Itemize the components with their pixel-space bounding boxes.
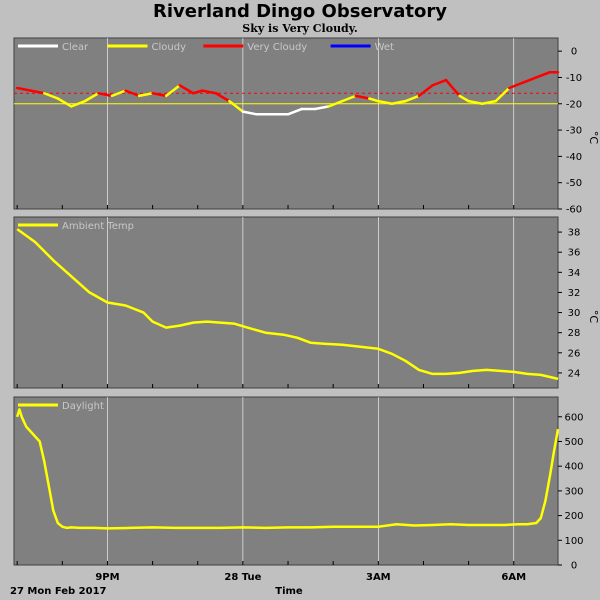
sky-segment bbox=[535, 70, 552, 79]
sky-segment bbox=[286, 107, 303, 116]
legend-label: Ambient Temp bbox=[62, 221, 134, 232]
x-tick-label: 28 Tue bbox=[224, 572, 261, 583]
unit-label: °C bbox=[587, 131, 600, 145]
y-tick-label: 200 bbox=[564, 511, 583, 522]
x-tick-label: 9PM bbox=[95, 572, 119, 583]
sky-segment bbox=[164, 84, 181, 98]
y-tick-label: 32 bbox=[568, 288, 581, 299]
y-tick-label: 400 bbox=[564, 462, 583, 473]
sky-segment bbox=[480, 99, 497, 106]
sky-segment bbox=[151, 91, 168, 98]
sky-segment bbox=[97, 91, 114, 98]
sky-segment bbox=[404, 94, 421, 103]
sky-segment bbox=[313, 105, 330, 111]
legend-label: Daylight bbox=[62, 401, 104, 412]
sky-segment bbox=[15, 86, 32, 92]
sky-segment bbox=[458, 94, 470, 103]
sky-segment bbox=[444, 78, 461, 98]
sky-segment bbox=[507, 81, 525, 90]
y-tick-label: 500 bbox=[564, 437, 583, 448]
y-tick-label: 38 bbox=[568, 228, 581, 239]
x-tick-label: 3AM bbox=[366, 572, 391, 583]
y-tick-label: -50 bbox=[566, 178, 582, 189]
sky-segment bbox=[390, 99, 407, 106]
y-tick-label: 0 bbox=[571, 47, 577, 58]
sky-segment bbox=[494, 86, 511, 103]
sky-segment bbox=[327, 99, 344, 108]
y-tick-label: 36 bbox=[568, 248, 581, 259]
chart-title: Riverland Dingo Observatory bbox=[152, 1, 448, 22]
sky-segment bbox=[124, 89, 141, 98]
y-tick-label: -40 bbox=[566, 152, 582, 163]
sky-segment bbox=[70, 99, 87, 108]
daylight-line bbox=[16, 408, 560, 530]
sky-segment bbox=[377, 99, 394, 106]
sky-segment bbox=[340, 94, 357, 103]
y-tick-label: 24 bbox=[568, 368, 581, 379]
y-tick-label: 26 bbox=[568, 348, 581, 359]
y-tick-label: -60 bbox=[566, 205, 582, 216]
sky-segment bbox=[83, 91, 100, 103]
sky-segment bbox=[137, 91, 154, 98]
y-tick-label: 30 bbox=[568, 308, 581, 319]
sky-segment bbox=[178, 84, 195, 95]
legend-label: Cloudy bbox=[152, 42, 187, 53]
sky-segment bbox=[191, 89, 204, 95]
sky-segment bbox=[214, 91, 231, 103]
y-tick-label: 0 bbox=[571, 561, 577, 572]
chart-subtitle: Sky is Very Cloudy. bbox=[242, 22, 358, 35]
legend-label: Very Cloudy bbox=[247, 42, 307, 53]
sky-segment bbox=[354, 94, 371, 100]
plot-area-ambient bbox=[13, 216, 559, 389]
sky-segment bbox=[201, 89, 218, 95]
date-label: 27 Mon Feb 2017 bbox=[10, 586, 107, 597]
sky-segment bbox=[110, 89, 127, 98]
sky-segment bbox=[417, 84, 434, 98]
y-tick-label: 600 bbox=[564, 412, 583, 423]
y-tick-label: -30 bbox=[566, 126, 582, 137]
y-tick-label: 300 bbox=[564, 486, 583, 497]
sky-segment bbox=[241, 110, 258, 116]
y-tick-label: 34 bbox=[568, 268, 581, 279]
ambient-line bbox=[16, 228, 559, 381]
x-tick-label: 6AM bbox=[501, 572, 526, 583]
sky-segment bbox=[29, 89, 46, 95]
sky-segment bbox=[368, 97, 380, 103]
sky-segment bbox=[42, 91, 60, 100]
x-axis-label: Time bbox=[275, 586, 303, 597]
sky-segment bbox=[228, 99, 245, 113]
sky-segment bbox=[521, 76, 538, 84]
unit-label: °C bbox=[587, 310, 600, 324]
sky-segment bbox=[467, 99, 484, 106]
plot-area-sky bbox=[13, 37, 559, 210]
legend-label: Wet bbox=[375, 42, 394, 53]
y-tick-label: -20 bbox=[566, 99, 582, 110]
legend-label: Clear bbox=[62, 42, 89, 53]
plot-area-daylight bbox=[13, 396, 559, 566]
sky-segment bbox=[431, 78, 448, 87]
sky-segment bbox=[56, 97, 73, 108]
y-tick-label: 28 bbox=[568, 328, 581, 339]
y-tick-label: 100 bbox=[564, 536, 583, 547]
y-tick-label: -10 bbox=[566, 73, 582, 84]
